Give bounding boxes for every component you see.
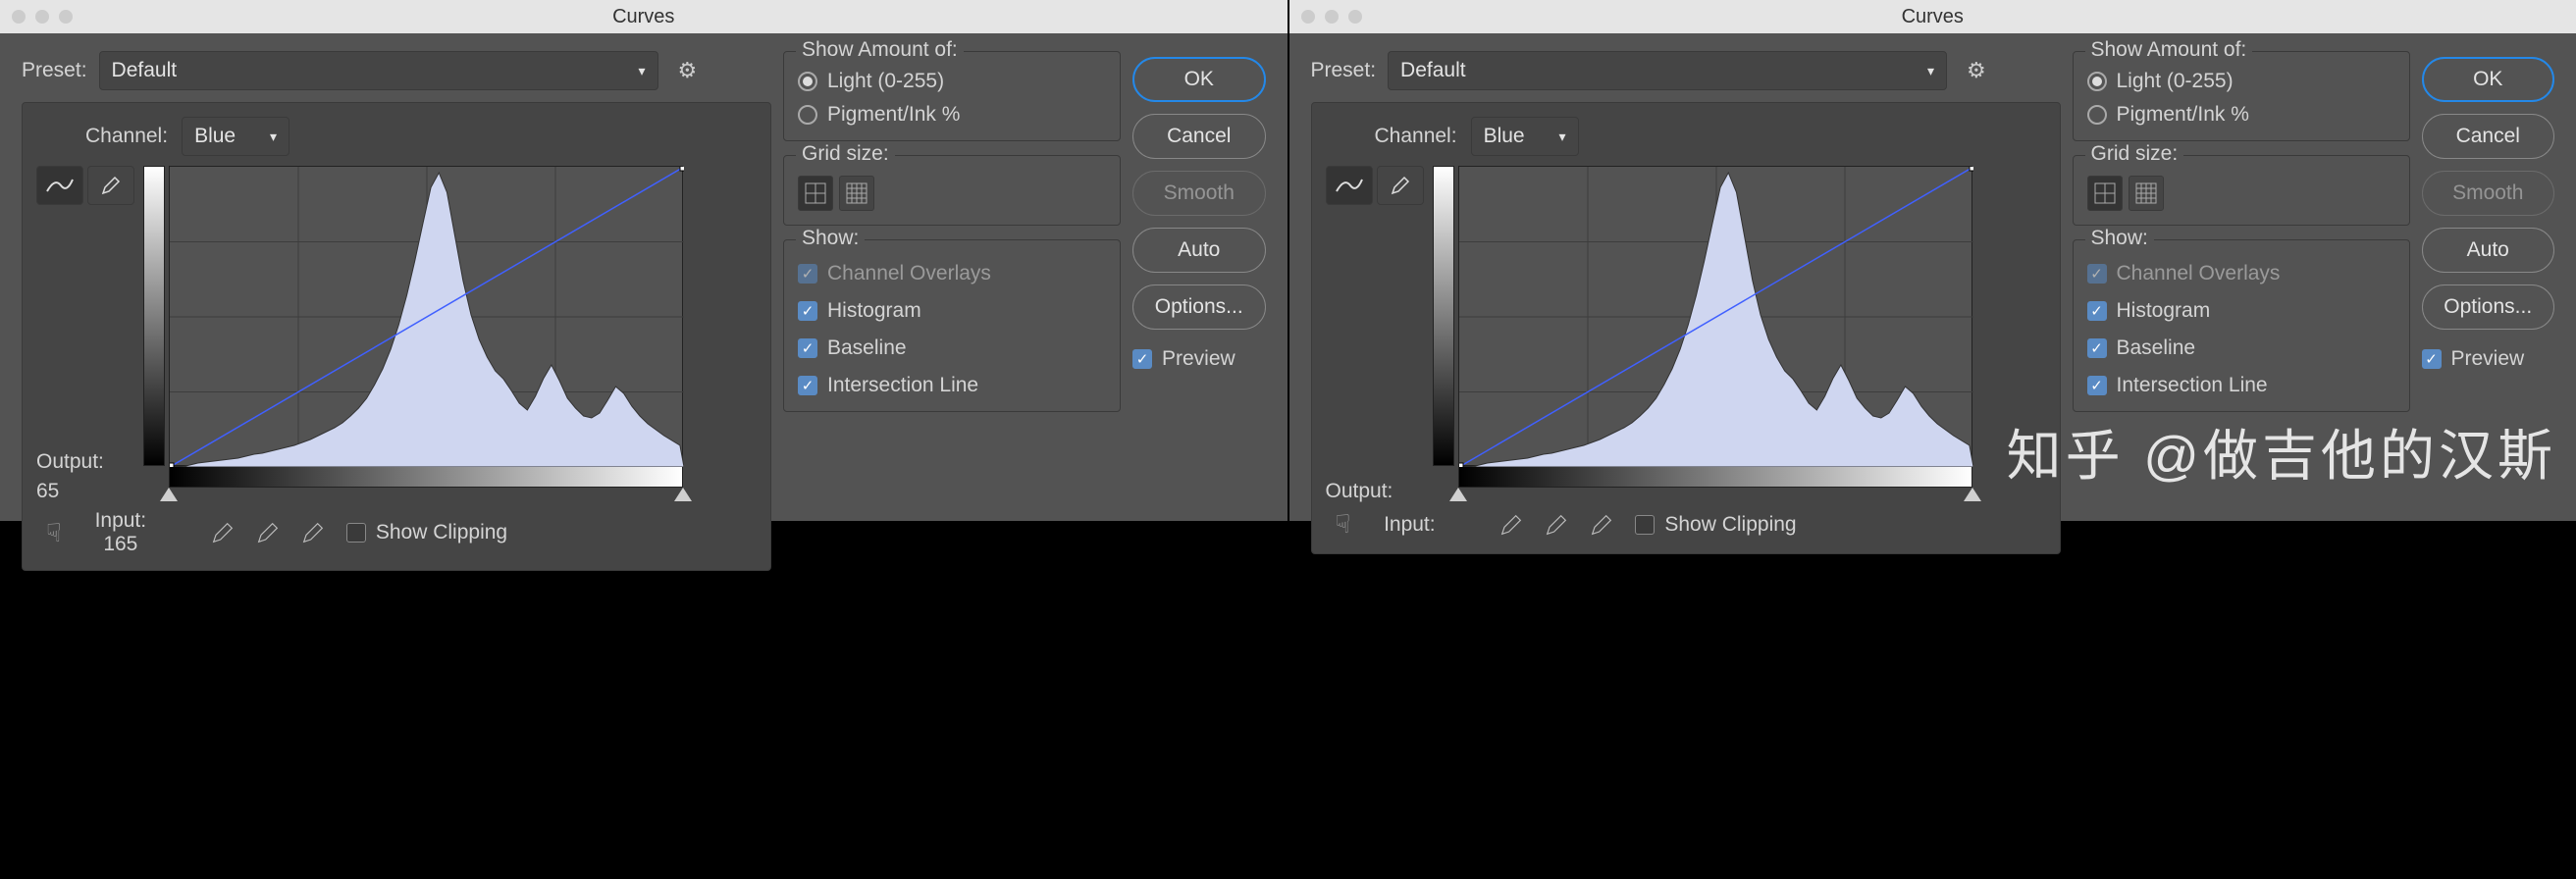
- window-controls[interactable]: [12, 10, 73, 24]
- show-clipping-checkbox[interactable]: Show Clipping: [1635, 513, 1796, 537]
- options-button[interactable]: Options...: [1132, 284, 1266, 330]
- ok-button[interactable]: OK: [1132, 57, 1266, 102]
- black-point-slider[interactable]: [1449, 488, 1467, 501]
- white-point-slider[interactable]: [674, 488, 692, 501]
- options-button[interactable]: Options...: [2422, 284, 2555, 330]
- channel-select[interactable]: Blue▾: [182, 117, 289, 156]
- smooth-button: Smooth: [2422, 171, 2555, 216]
- show-amount-group: Show Amount of: Light (0-255) Pigment/In…: [783, 51, 1121, 141]
- chevron-down-icon: ▾: [1559, 129, 1566, 145]
- gray-eyedropper-icon[interactable]: [254, 519, 282, 546]
- overlays-checkbox[interactable]: ✓Channel Overlays: [798, 262, 1106, 285]
- preset-label: Preset:: [1311, 59, 1377, 82]
- curve-panel: Channel: Blue▾ Output: 65: [22, 102, 771, 571]
- histogram-checkbox[interactable]: ✓Histogram: [798, 299, 1106, 323]
- histogram-checkbox[interactable]: ✓Histogram: [2087, 299, 2395, 323]
- dialog-title: Curves: [1902, 6, 1964, 28]
- channel-label: Channel:: [85, 125, 168, 148]
- white-eyedropper-icon[interactable]: [299, 519, 327, 546]
- dialog-title: Curves: [612, 6, 674, 28]
- overlays-checkbox[interactable]: ✓Channel Overlays: [2087, 262, 2395, 285]
- targeted-adjust-icon[interactable]: ☟: [46, 518, 62, 548]
- light-radio[interactable]: Light (0-255): [2087, 70, 2395, 93]
- channel-label: Channel:: [1375, 125, 1457, 148]
- show-group: Show: ✓Channel Overlays ✓Histogram ✓Base…: [2073, 239, 2410, 412]
- ok-button[interactable]: OK: [2422, 57, 2555, 102]
- input-label: Input:: [81, 509, 160, 533]
- pencil-tool-button[interactable]: [1377, 166, 1424, 205]
- baseline-checkbox[interactable]: ✓Baseline: [2087, 336, 2395, 360]
- grid-large-button[interactable]: [2087, 176, 2123, 211]
- grid-size-group: Grid size:: [2073, 155, 2410, 226]
- curves-graph[interactable]: [169, 166, 683, 466]
- input-label: Input:: [1370, 513, 1448, 537]
- intersection-checkbox[interactable]: ✓Intersection Line: [2087, 374, 2395, 397]
- horizontal-gradient: [169, 466, 683, 488]
- pigment-radio[interactable]: Pigment/Ink %: [2087, 103, 2395, 127]
- cancel-button[interactable]: Cancel: [2422, 114, 2555, 159]
- preset-label: Preset:: [22, 59, 87, 82]
- auto-button[interactable]: Auto: [1132, 228, 1266, 273]
- grid-large-button[interactable]: [798, 176, 833, 211]
- input-value: 165: [81, 533, 160, 556]
- window-controls[interactable]: [1301, 10, 1362, 24]
- show-clipping-checkbox[interactable]: Show Clipping: [346, 521, 507, 544]
- curves-dialog-left: Curves Preset: Default▾ ⚙︎ Channel: Blue…: [0, 0, 1288, 521]
- white-point-slider[interactable]: [1964, 488, 1981, 501]
- white-eyedropper-icon[interactable]: [1588, 511, 1615, 539]
- chevron-down-icon: ▾: [639, 63, 646, 79]
- smooth-button: Smooth: [1132, 171, 1266, 216]
- channel-select[interactable]: Blue▾: [1471, 117, 1579, 156]
- light-radio[interactable]: Light (0-255): [798, 70, 1106, 93]
- show-group: Show: ✓Channel Overlays ✓Histogram ✓Base…: [783, 239, 1121, 412]
- curve-panel: Channel: Blue▾ Output:: [1311, 102, 2061, 554]
- cancel-button[interactable]: Cancel: [1132, 114, 1266, 159]
- preset-select[interactable]: Default▾: [99, 51, 658, 90]
- show-amount-group: Show Amount of: Light (0-255) Pigment/In…: [2073, 51, 2410, 141]
- gear-icon[interactable]: ⚙︎: [678, 58, 698, 83]
- black-point-slider[interactable]: [160, 488, 178, 501]
- baseline-checkbox[interactable]: ✓Baseline: [798, 336, 1106, 360]
- preset-select[interactable]: Default▾: [1388, 51, 1947, 90]
- black-eyedropper-icon[interactable]: [209, 519, 237, 546]
- auto-button[interactable]: Auto: [2422, 228, 2555, 273]
- intersection-checkbox[interactable]: ✓Intersection Line: [798, 374, 1106, 397]
- grid-size-group: Grid size:: [783, 155, 1121, 226]
- pencil-tool-button[interactable]: [87, 166, 134, 205]
- vertical-gradient: [143, 166, 165, 466]
- slider-track[interactable]: [1458, 488, 1972, 505]
- preview-checkbox[interactable]: ✓Preview: [2422, 347, 2555, 371]
- curve-tool-button[interactable]: [1326, 166, 1373, 205]
- chevron-down-icon: ▾: [270, 129, 277, 145]
- gear-icon[interactable]: ⚙︎: [1967, 58, 1986, 83]
- curves-graph[interactable]: [1458, 166, 1972, 466]
- curves-dialog-right: Curves Preset: Default▾ ⚙︎ Channel: Blue…: [1289, 0, 2576, 521]
- chevron-down-icon: ▾: [1927, 63, 1934, 79]
- output-readout: Output:: [1326, 477, 1429, 505]
- titlebar: Curves: [1289, 0, 2576, 33]
- black-eyedropper-icon[interactable]: [1498, 511, 1525, 539]
- grid-small-button[interactable]: [839, 176, 874, 211]
- slider-track[interactable]: [169, 488, 683, 505]
- preview-checkbox[interactable]: ✓Preview: [1132, 347, 1266, 371]
- pigment-radio[interactable]: Pigment/Ink %: [798, 103, 1106, 127]
- vertical-gradient: [1433, 166, 1454, 466]
- curve-tool-button[interactable]: [36, 166, 83, 205]
- horizontal-gradient: [1458, 466, 1972, 488]
- output-readout: Output: 65: [36, 447, 139, 505]
- targeted-adjust-icon[interactable]: ☟: [1336, 509, 1351, 540]
- titlebar: Curves: [0, 0, 1288, 33]
- gray-eyedropper-icon[interactable]: [1543, 511, 1570, 539]
- grid-small-button[interactable]: [2129, 176, 2164, 211]
